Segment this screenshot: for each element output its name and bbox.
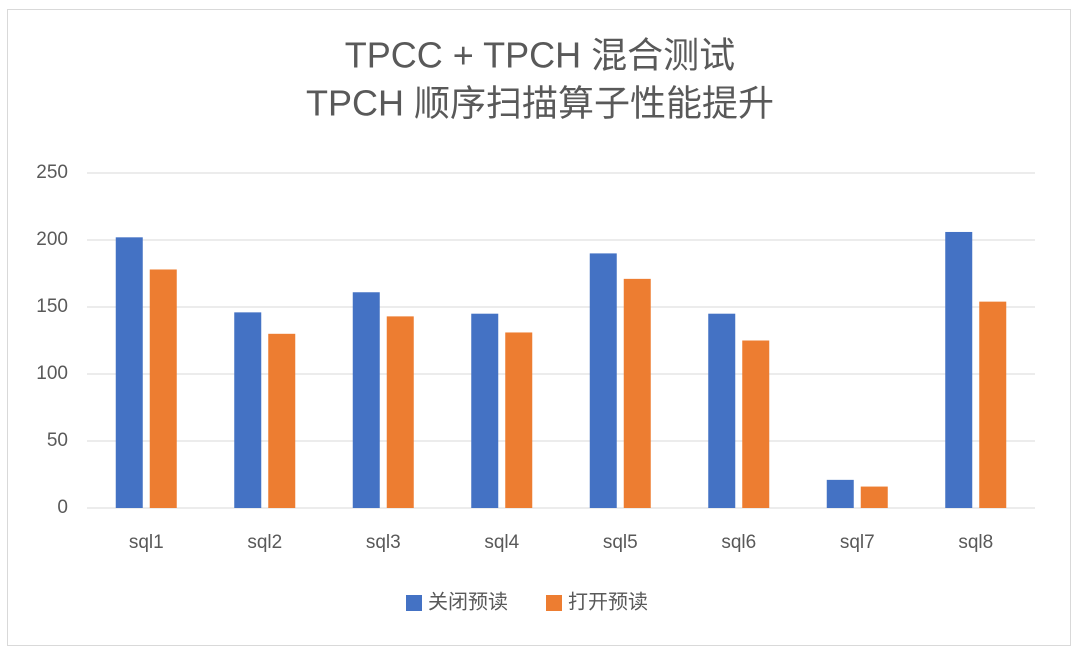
bar — [352, 292, 380, 508]
bar — [826, 479, 854, 508]
x-tick-label: sql3 — [366, 532, 401, 553]
bar — [742, 340, 770, 508]
y-tick-label: 150 — [36, 296, 68, 317]
legend-swatch — [546, 595, 562, 611]
bar — [115, 237, 143, 508]
bar — [623, 278, 651, 508]
y-tick-label: 200 — [36, 229, 68, 250]
bar — [979, 301, 1007, 508]
chart-border — [7, 9, 1071, 646]
bar — [945, 231, 973, 508]
x-tick-label: sql7 — [840, 532, 875, 553]
bar — [386, 316, 414, 508]
bar — [505, 332, 533, 508]
legend-label: 关闭预读 — [428, 590, 508, 613]
chart-title: TPCH 顺序扫描算子性能提升 — [306, 83, 774, 124]
bar — [234, 312, 262, 508]
legend-label: 打开预读 — [568, 590, 648, 613]
x-tick-label: sql2 — [247, 532, 282, 553]
bar — [268, 333, 296, 508]
legend-swatch — [406, 595, 422, 611]
y-tick-label: 50 — [47, 430, 68, 451]
y-tick-label: 250 — [36, 162, 68, 183]
x-tick-label: sql5 — [603, 532, 638, 553]
bar — [471, 313, 499, 508]
chart-title: TPCC + TPCH 混合测试 — [345, 35, 735, 76]
bar — [149, 269, 177, 508]
x-tick-label: sql8 — [958, 532, 993, 553]
bar — [708, 313, 736, 508]
y-tick-label: 0 — [57, 497, 68, 518]
bar — [589, 253, 617, 508]
x-tick-label: sql6 — [721, 532, 756, 553]
x-tick-label: sql1 — [129, 532, 164, 553]
y-tick-label: 100 — [36, 363, 68, 384]
bar — [860, 486, 888, 508]
x-tick-label: sql4 — [484, 532, 519, 553]
